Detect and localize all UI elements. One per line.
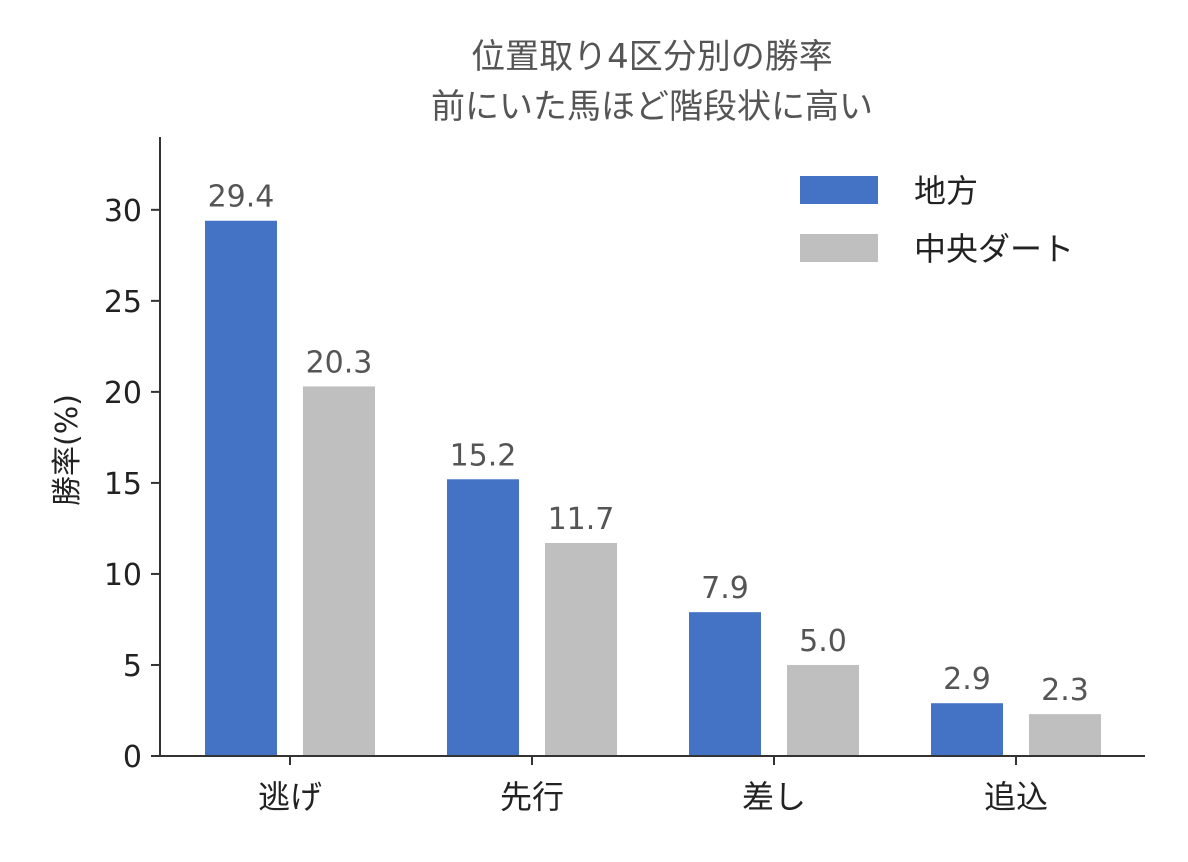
bar-chuo-dirt-1	[545, 542, 617, 756]
value-label-chiho-2: 7.9	[701, 571, 749, 606]
x-tick-label-0: 逃げ	[258, 778, 322, 816]
value-label-chiho-0: 29.4	[208, 180, 275, 215]
bar-chiho-1	[447, 479, 519, 756]
y-axis-label: 勝率(%)	[50, 394, 85, 506]
x-tick-label-3: 追込	[984, 778, 1048, 816]
bar-chuo-dirt-2	[787, 664, 859, 756]
value-label-chuo-dirt-3: 2.3	[1041, 673, 1089, 708]
bars-layer	[205, 220, 1101, 756]
chart-title-line-1: 位置取り4区分別の勝率	[471, 37, 833, 77]
bar-chiho-2	[689, 612, 761, 756]
y-tick-label-6: 30	[104, 194, 142, 229]
bar-chiho-0	[205, 220, 277, 756]
legend-label-chiho: 地方	[914, 172, 978, 210]
bar-chuo-dirt-3	[1029, 714, 1101, 756]
y-tick-label-4: 20	[104, 376, 142, 411]
value-label-chuo-dirt-2: 5.0	[799, 624, 847, 659]
value-labels-layer: 29.4 15.2 7.9 2.9 20.3 11.7 5.0 2.3	[208, 180, 1089, 708]
legend-swatch-chuo-dirt	[800, 234, 878, 262]
bar-chiho-3	[931, 703, 1003, 756]
value-label-chiho-3: 2.9	[943, 662, 991, 697]
x-tick-label-1: 先行	[500, 778, 564, 816]
value-label-chuo-dirt-0: 20.3	[306, 345, 373, 380]
chart-title-line-2: 前にいた馬ほど階段状に高い	[431, 87, 873, 127]
bar-chuo-dirt-0	[303, 386, 375, 756]
y-tick-label-1: 5	[123, 649, 142, 684]
legend-swatch-chiho	[800, 176, 878, 204]
x-tick-label-2: 差し	[742, 778, 806, 816]
y-tick-label-5: 25	[104, 285, 142, 320]
value-label-chuo-dirt-1: 11.7	[548, 502, 615, 537]
y-tick-label-0: 0	[123, 740, 142, 775]
y-tick-label-3: 15	[104, 467, 142, 502]
y-tick-label-2: 10	[104, 558, 142, 593]
axes-layer: 0 5 10 15 20 25 30 逃げ 先行 差し 追込	[104, 137, 1145, 816]
legend-label-chuo-dirt: 中央ダート	[914, 230, 1074, 268]
value-label-chiho-1: 15.2	[450, 438, 517, 473]
